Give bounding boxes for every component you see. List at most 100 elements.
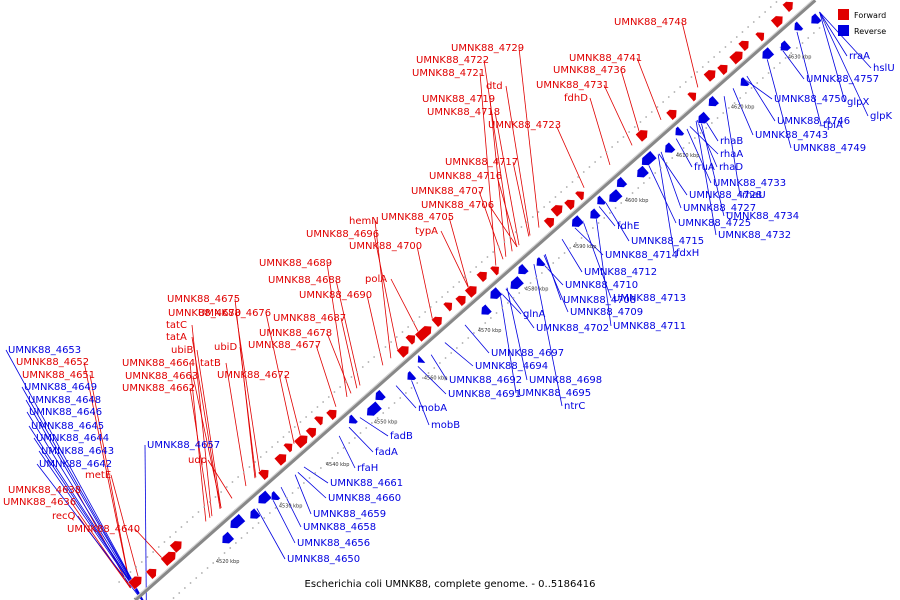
track-dot — [299, 421, 302, 423]
genome-backbone-highlight — [134, 0, 814, 599]
track-dot — [280, 502, 283, 504]
track-dot — [605, 151, 608, 153]
forward-gene-arrow — [431, 316, 443, 328]
gene-label: UMNK88_4651 — [22, 370, 95, 381]
track-dot — [268, 512, 271, 514]
reverse-gene-arrow — [697, 111, 711, 124]
track-dot — [529, 282, 532, 284]
reverse-gene-arrow — [708, 95, 720, 107]
gene-label: fdxH — [676, 248, 699, 259]
reverse-connector — [766, 58, 792, 149]
gene-label: hslU — [873, 63, 895, 74]
track-dot — [257, 522, 260, 524]
gene-label: UMNK88_4636 — [3, 497, 76, 508]
gene-label: UMNK88_4650 — [287, 554, 360, 565]
track-dot — [123, 576, 126, 578]
reverse-gene-arrow — [417, 354, 426, 364]
gene-label: UMNK88_4695 — [518, 388, 591, 399]
forward-connector — [134, 528, 164, 560]
track-dot — [676, 152, 679, 154]
track-dot — [444, 357, 447, 359]
gene-label: UMNK88_4718 — [427, 107, 500, 118]
gene-label: UMNK88_4727 — [683, 203, 756, 214]
gene-label: UMNK88_4648 — [28, 395, 101, 406]
track-dot — [200, 572, 203, 574]
track-dot — [135, 566, 138, 568]
forward-gene-arrow — [396, 345, 410, 359]
track-dot — [563, 252, 566, 254]
reverse-connector — [499, 293, 517, 394]
gene-label: udp — [188, 455, 207, 466]
track-dot — [404, 392, 407, 394]
gene-label: tatB — [200, 358, 221, 369]
gene-label: UMNK88_4690 — [299, 290, 372, 301]
forward-gene-arrow — [404, 334, 416, 346]
track-dot — [569, 247, 572, 249]
track-dot — [520, 226, 523, 228]
reverse-connector — [21, 386, 144, 600]
track-dot — [756, 82, 759, 84]
gene-label: UMNK88_4640 — [67, 524, 140, 535]
track-dot — [654, 172, 657, 174]
track-dot — [410, 387, 413, 389]
reverse-connector — [256, 508, 286, 560]
track-dot — [390, 341, 393, 343]
track-dot — [467, 337, 470, 339]
gene-label: glpK — [870, 111, 892, 122]
track-dot — [747, 26, 750, 28]
gene-label: UMNK88_4715 — [631, 236, 704, 247]
track-dot — [242, 471, 245, 473]
track-dot — [342, 447, 345, 449]
gene-label: UMNK88_4652 — [16, 357, 89, 368]
track-dot — [282, 436, 285, 438]
forward-connector — [512, 161, 530, 237]
forward-gene-arrow — [475, 271, 488, 283]
gene-label: UMNK88_4694 — [475, 361, 548, 372]
track-dot — [586, 232, 589, 234]
reverse-connector — [696, 119, 718, 168]
track-dot — [597, 222, 600, 224]
gene-label: UMNK88_4706 — [421, 200, 494, 211]
forward-gene-arrow — [716, 64, 729, 76]
forward-connector — [366, 294, 384, 366]
reverse-connector — [743, 78, 773, 100]
gene-label: glpX — [847, 97, 869, 108]
reverse-connector — [464, 324, 490, 354]
track-dot — [724, 46, 727, 48]
gene-label: UMNK88_4734 — [726, 211, 799, 222]
gene-label: UMNK88_4664 — [122, 358, 195, 369]
track-dot — [452, 286, 455, 288]
reverse-gene-arrow — [616, 176, 628, 188]
gene-label: fadA — [375, 447, 398, 458]
gene-label: UMNK88_4722 — [416, 55, 489, 66]
reverse-connector — [658, 153, 688, 196]
track-dot — [418, 316, 421, 318]
track-dot — [611, 146, 614, 148]
track-dot — [217, 557, 220, 559]
gene-label: UMNK88_4741 — [569, 53, 642, 64]
reverse-connector — [660, 151, 682, 209]
forward-connector — [488, 204, 518, 248]
track-dot — [769, 6, 772, 8]
coordinate-ticks: 4520 kbp 4530 kbp 4540 kbp 4550 kbp 4560 kbp… — [216, 54, 812, 565]
reverse-connector — [38, 450, 143, 600]
track-dot — [322, 401, 325, 403]
gene-label: rhaB — [720, 136, 743, 147]
gene-label: UMNK88_4691 — [448, 389, 521, 400]
genome-caption: Escherichia coli UMNK88, complete genome… — [305, 579, 596, 590]
forward-gene-arrow — [305, 427, 317, 439]
track-dot — [180, 526, 183, 528]
track-dot — [480, 261, 483, 263]
reverse-connector — [408, 374, 430, 426]
track-dot — [254, 461, 257, 463]
track-dot — [588, 166, 591, 168]
gene-label: ntrC — [564, 401, 585, 412]
legend-reverse-swatch — [838, 25, 849, 36]
coordinate-tick-label: 4570 kbp — [478, 328, 502, 334]
gene-label: UMNK88_4687 — [273, 313, 346, 324]
gene-label: hemN — [349, 216, 379, 227]
track-dot — [208, 501, 211, 503]
track-dot — [662, 101, 665, 103]
forward-gene-arrow — [414, 325, 432, 343]
gene-label: UMNK88_4689 — [259, 258, 332, 269]
